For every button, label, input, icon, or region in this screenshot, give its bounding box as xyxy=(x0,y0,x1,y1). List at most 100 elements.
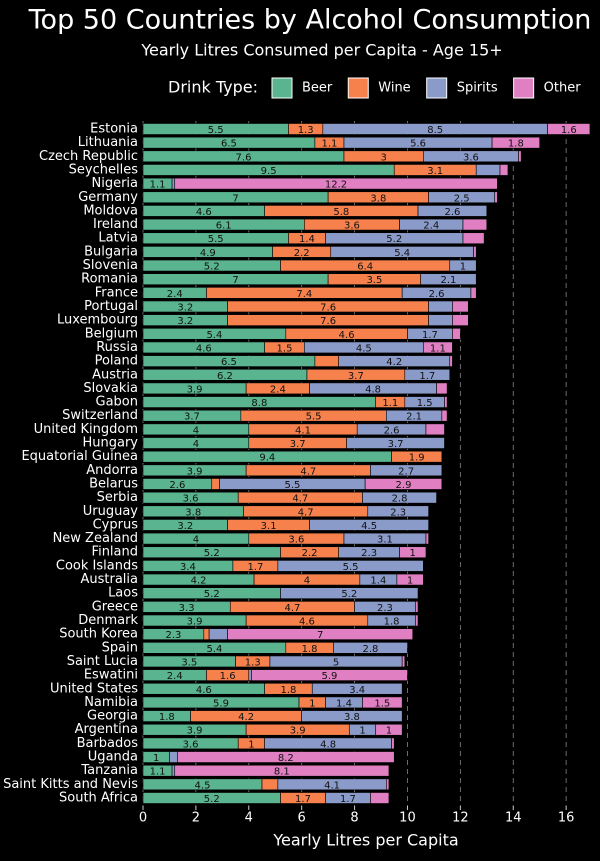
y-tick-label: United Kingdom xyxy=(34,422,138,437)
y-tick-label: Hungary xyxy=(82,436,138,451)
y-tick-label: Russia xyxy=(96,340,138,355)
value-label: 3.2 xyxy=(177,521,193,532)
x-tick-label: 8 xyxy=(350,811,358,826)
bar-segment xyxy=(386,778,390,791)
value-label: 3.6 xyxy=(183,494,199,505)
bar-segment xyxy=(396,573,424,586)
value-label: 4.1 xyxy=(295,425,311,436)
value-label: 4 xyxy=(304,576,310,587)
y-tick-label: Greece xyxy=(92,599,138,614)
x-tick-label: 10 xyxy=(399,811,416,826)
value-label: 3.8 xyxy=(344,712,360,723)
value-label: 1.3 xyxy=(245,657,261,668)
value-label: 4.6 xyxy=(339,330,355,341)
chart-title: Top 50 Countries by Alcohol Consumption xyxy=(28,5,592,36)
value-label: 3.6 xyxy=(344,221,360,232)
y-tick-label: Austria xyxy=(92,367,138,382)
value-label: 5.2 xyxy=(341,589,357,600)
bar-segment xyxy=(417,205,488,217)
bar-segment xyxy=(452,327,461,340)
value-label: 5.9 xyxy=(213,698,229,709)
bar-segment xyxy=(494,191,498,204)
bar-segment xyxy=(375,723,403,736)
value-label: 2.6 xyxy=(384,425,400,436)
value-label: 9.4 xyxy=(259,453,275,464)
bar-segment xyxy=(174,177,498,190)
bar-segment xyxy=(452,300,469,313)
value-label: 2.6 xyxy=(169,480,185,491)
value-label: 7 xyxy=(232,193,238,204)
bar-segment xyxy=(470,287,477,299)
value-label: 3.6 xyxy=(463,152,479,163)
value-label: 2.4 xyxy=(167,289,183,300)
y-tick-label: Switzerland xyxy=(62,408,138,423)
value-label: 1.3 xyxy=(298,125,314,136)
value-label: 5.5 xyxy=(284,480,300,491)
x-tick-label: 14 xyxy=(505,811,522,826)
value-label: 4.2 xyxy=(191,576,207,587)
value-label: 6.1 xyxy=(216,221,232,232)
bar-segment xyxy=(473,246,477,258)
value-label: 2.6 xyxy=(429,289,445,300)
value-label: 12.2 xyxy=(325,180,347,191)
value-label: 3.7 xyxy=(290,439,306,450)
value-label: 1.8 xyxy=(384,617,400,628)
chart-subtitle: Yearly Litres Consumed per Capita - Age … xyxy=(140,41,502,60)
x-tick-label: 12 xyxy=(452,811,469,826)
value-label: 1.1 xyxy=(150,767,166,778)
value-label: 1.4 xyxy=(370,576,386,587)
bar-segment xyxy=(208,628,228,640)
y-tick-label: Laos xyxy=(108,586,138,601)
value-label: 6.5 xyxy=(221,139,237,150)
value-label: 4.2 xyxy=(238,712,254,723)
x-axis-title: Yearly Litres per Capita xyxy=(272,831,458,850)
bar-segment xyxy=(346,437,445,449)
value-label: 1.1 xyxy=(321,139,337,150)
value-label: 3.5 xyxy=(181,657,197,668)
y-tick-label: Andorra xyxy=(86,463,138,478)
bar-segment xyxy=(425,532,429,545)
y-tick-label: Nigeria xyxy=(91,176,138,191)
value-label: 1.5 xyxy=(374,698,390,709)
value-label: 3.8 xyxy=(370,193,386,204)
y-tick-label: Czech Republic xyxy=(39,149,138,164)
value-label: 5.2 xyxy=(204,794,220,805)
bar-segment xyxy=(277,560,424,572)
y-tick-label: Latvia xyxy=(98,231,138,246)
y-tick-label: Equatorial Guinea xyxy=(21,449,138,464)
legend-label: Spirits xyxy=(457,81,498,96)
x-tick-label: 16 xyxy=(558,811,575,826)
value-label: 4 xyxy=(193,439,199,450)
value-label: 6.4 xyxy=(357,262,373,273)
legend-swatch xyxy=(513,77,535,99)
bar-segment xyxy=(370,792,390,804)
bar-segment xyxy=(280,587,419,600)
value-label: 5.2 xyxy=(386,234,402,245)
value-label: 2.8 xyxy=(362,644,378,655)
y-tick-label: Uganda xyxy=(88,750,138,765)
value-label: 2.3 xyxy=(390,507,406,518)
value-label: 1.5 xyxy=(417,398,433,409)
value-label: 3.4 xyxy=(349,685,365,696)
value-label: 1.9 xyxy=(409,453,425,464)
value-label: 6.2 xyxy=(217,371,233,382)
value-label: 5.2 xyxy=(204,548,220,559)
value-label: 1.7 xyxy=(419,371,435,382)
value-label: 2.1 xyxy=(440,275,456,286)
x-tick-label: 0 xyxy=(139,811,147,826)
bar-segment xyxy=(391,737,395,750)
y-tick-label: Slovakia xyxy=(83,381,138,396)
bar-segment xyxy=(362,696,403,709)
value-label: 4.5 xyxy=(195,780,211,791)
value-label: 4.5 xyxy=(356,343,372,354)
value-label: 5.5 xyxy=(208,234,224,245)
value-label: 3.5 xyxy=(366,275,382,286)
y-tick-label: Spain xyxy=(102,640,138,655)
bar-segment xyxy=(399,546,427,559)
value-label: 2.3 xyxy=(361,548,377,559)
bar-segment xyxy=(547,123,591,135)
y-tick-label: Ireland xyxy=(93,217,138,232)
value-label: 4.6 xyxy=(299,617,315,628)
value-label: 5 xyxy=(333,657,339,668)
